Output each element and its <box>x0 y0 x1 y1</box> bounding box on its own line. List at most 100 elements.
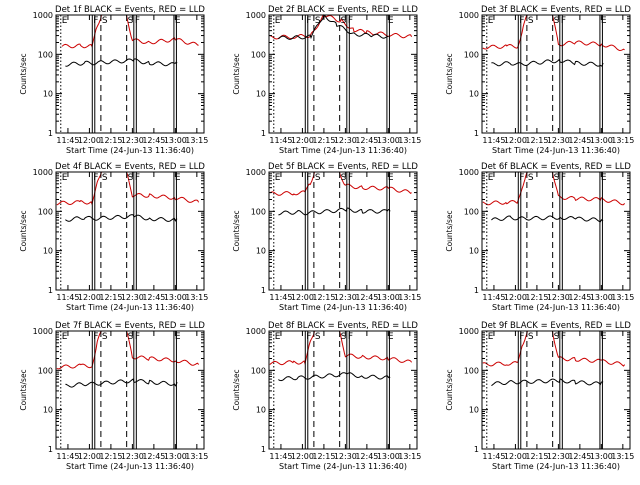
x-tick-label: 12:45 <box>355 452 378 461</box>
marker-label: E <box>175 16 181 26</box>
marker-label: E <box>601 173 607 183</box>
x-tick-label: 13:00 <box>590 136 613 145</box>
plot-frame <box>268 330 418 450</box>
panel-title: Det 9f BLACK = Events, RED = LLD <box>481 321 631 331</box>
marker-label: S <box>528 173 534 183</box>
y-tick-label: 1000 <box>459 168 479 177</box>
y-axis-label: Counts/sec <box>19 369 28 410</box>
x-axis-label: Start Time (24-Jun-13 11:36:40) <box>492 462 620 471</box>
marker-label: E <box>275 16 281 26</box>
events-series-line <box>65 378 178 388</box>
events-series-line <box>491 215 604 223</box>
events-series-line <box>65 214 178 222</box>
marker-label: E <box>175 332 181 342</box>
y-tick-label: 1000 <box>459 327 479 336</box>
plot-frame <box>55 330 205 450</box>
marker-label: S <box>528 16 534 26</box>
x-tick-label: 12:15 <box>99 452 122 461</box>
x-tick-label: 13:00 <box>590 293 613 302</box>
x-tick-label: 12:45 <box>355 136 378 145</box>
x-tick-label: 12:00 <box>504 452 527 461</box>
x-tick-label: 11:45 <box>56 136 79 145</box>
marker-label: S <box>341 332 347 342</box>
x-tick-label: 13:15 <box>398 136 421 145</box>
x-tick-label: 11:45 <box>269 136 292 145</box>
x-tick-label: 12:30 <box>547 452 570 461</box>
x-tick-label: 12:00 <box>78 452 101 461</box>
marker-label: F <box>519 332 524 342</box>
x-tick-label: 13:00 <box>164 293 187 302</box>
events-series-line <box>278 207 391 216</box>
panel-title: Det 8f BLACK = Events, RED = LLD <box>268 321 418 331</box>
x-tick-label: 12:15 <box>312 293 335 302</box>
marker-label: F <box>135 332 140 342</box>
x-tick-label: 13:15 <box>185 293 208 302</box>
y-tick-label: 1 <box>261 445 266 454</box>
y-tick-label: 10 <box>469 406 479 415</box>
y-tick-label: 100 <box>251 207 266 216</box>
x-tick-label: 13:00 <box>590 452 613 461</box>
y-tick-label: 10 <box>469 90 479 99</box>
plot-frame <box>268 171 418 291</box>
x-tick-label: 11:45 <box>56 293 79 302</box>
marker-label: E <box>275 332 281 342</box>
x-tick-label: 13:00 <box>377 293 400 302</box>
marker-label: S <box>554 332 560 342</box>
marker-label: E <box>388 332 394 342</box>
x-tick-label: 12:45 <box>355 293 378 302</box>
x-tick-label: 12:45 <box>568 452 591 461</box>
x-tick-label: 12:30 <box>334 452 357 461</box>
panel-title: Det 6f BLACK = Events, RED = LLD <box>481 162 631 172</box>
x-tick-label: 12:00 <box>291 452 314 461</box>
y-tick-label: 10 <box>469 247 479 256</box>
lld-series-line <box>482 171 625 206</box>
y-tick-label: 100 <box>251 50 266 59</box>
y-tick-label: 1000 <box>246 168 266 177</box>
x-tick-label: 11:45 <box>482 452 505 461</box>
x-tick-label: 12:30 <box>334 293 357 302</box>
x-tick-label: 12:45 <box>568 136 591 145</box>
x-tick-label: 12:00 <box>291 293 314 302</box>
y-tick-label: 1 <box>48 129 53 138</box>
marker-label: S <box>128 173 134 183</box>
panel-title: Det 3f BLACK = Events, RED = LLD <box>481 5 631 15</box>
marker-label: E <box>388 173 394 183</box>
events-series-line <box>65 58 178 67</box>
x-tick-label: 13:00 <box>377 136 400 145</box>
y-axis-label: Counts/sec <box>445 53 454 94</box>
x-tick-label: 13:15 <box>611 136 634 145</box>
marker-label: S <box>102 173 108 183</box>
marker-label: F <box>135 173 140 183</box>
x-tick-label: 12:45 <box>142 293 165 302</box>
y-axis-label: Counts/sec <box>232 210 241 251</box>
marker-label: E <box>388 16 394 26</box>
y-tick-label: 10 <box>256 90 266 99</box>
x-tick-label: 11:45 <box>482 136 505 145</box>
y-axis-label: Counts/sec <box>445 210 454 251</box>
x-tick-label: 12:30 <box>121 452 144 461</box>
x-tick-label: 12:15 <box>525 293 548 302</box>
lld-series-line <box>61 14 199 49</box>
marker-label: E <box>601 332 607 342</box>
plot-frame <box>481 14 631 134</box>
marker-label: F <box>519 16 524 26</box>
y-tick-label: 1000 <box>33 327 53 336</box>
marker-label: F <box>93 332 98 342</box>
marker-label: S <box>128 332 134 342</box>
y-tick-label: 1000 <box>246 11 266 20</box>
y-axis-label: Counts/sec <box>232 53 241 94</box>
plot-frame <box>55 14 205 134</box>
x-tick-label: 13:00 <box>164 136 187 145</box>
y-tick-label: 1000 <box>33 168 53 177</box>
lld-series-line <box>482 330 626 367</box>
x-tick-label: 13:00 <box>377 452 400 461</box>
y-tick-label: 1000 <box>33 11 53 20</box>
marker-label: S <box>554 16 560 26</box>
plot-frame <box>268 14 418 134</box>
marker-label: F <box>306 332 311 342</box>
lld-series-line <box>269 330 412 366</box>
